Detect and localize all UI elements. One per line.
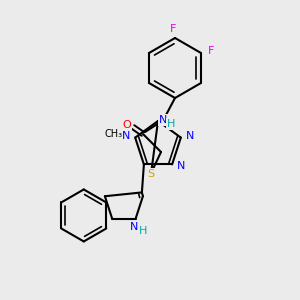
Text: F: F [170,24,176,34]
Text: H: H [139,226,147,236]
Text: CH₃: CH₃ [104,129,122,139]
Text: CH₃: CH₃ [104,129,122,139]
Text: N: N [159,115,167,125]
Text: H: H [167,119,175,129]
Text: N: N [122,130,130,141]
Text: N: N [177,161,185,171]
Text: N: N [159,115,167,125]
Text: O: O [123,120,131,130]
Text: S: S [147,169,155,179]
Text: N: N [186,130,194,141]
Text: N: N [186,130,194,141]
Text: H: H [139,226,147,236]
Text: H: H [167,119,175,129]
Text: N: N [177,161,185,171]
Text: N: N [122,130,130,141]
Text: S: S [147,169,155,179]
Text: F: F [208,46,214,56]
Text: N: N [130,222,138,232]
Text: O: O [123,120,131,130]
Text: N: N [130,222,138,232]
Text: F: F [208,46,214,56]
Text: F: F [170,24,176,34]
